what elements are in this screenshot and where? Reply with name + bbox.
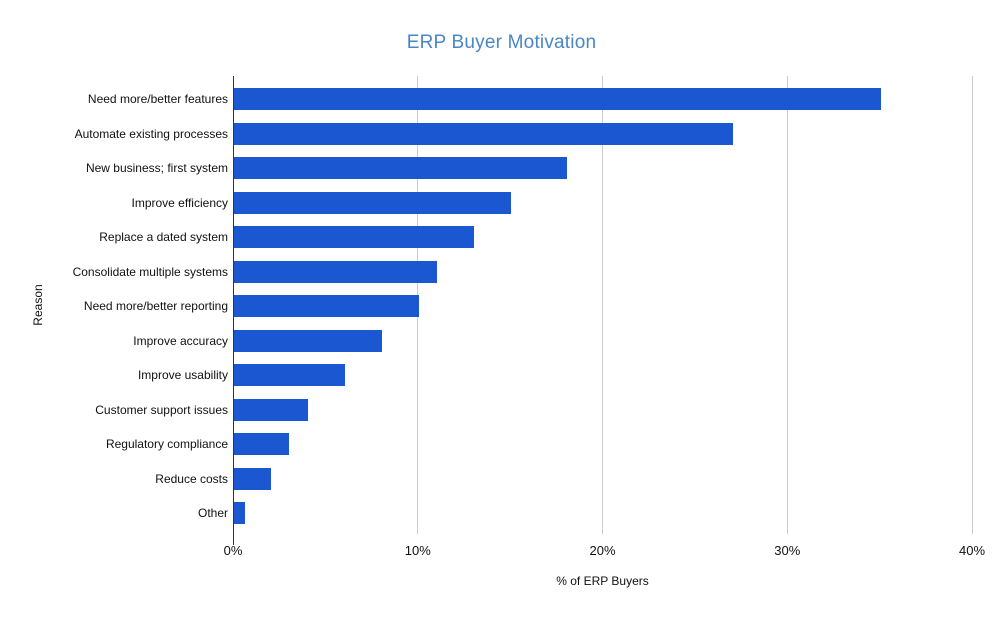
x-tick-label-10: 10% — [404, 543, 431, 558]
bar-6 — [234, 260, 438, 283]
category-label-7: Need more/better reporting — [83, 299, 228, 313]
bar-5 — [234, 226, 475, 248]
bar-4 — [234, 191, 512, 214]
bar-9 — [234, 364, 345, 386]
bar-8 — [234, 329, 382, 352]
gridline-30 — [786, 76, 788, 534]
plot-area — [233, 76, 973, 545]
bar-11 — [234, 433, 290, 455]
x-tick-label-0: 0% — [223, 543, 243, 558]
gridline-20 — [602, 76, 603, 534]
bar-10 — [234, 398, 308, 421]
category-label-10: Customer support issues — [95, 402, 228, 417]
category-label-2: Automate existing processes — [74, 126, 228, 141]
bar-2 — [234, 122, 733, 145]
category-label-8: Improve accuracy — [133, 333, 228, 348]
bar-13 — [234, 502, 246, 524]
category-label-3: New business; first system — [85, 161, 228, 175]
category-label-5: Replace a dated system — [99, 230, 228, 244]
category-label-6: Consolidate multiple systems — [72, 264, 228, 279]
x-tick-label-20: 20% — [589, 543, 616, 558]
chart-title: ERP Buyer Motivation — [406, 32, 597, 53]
category-label-12: Reduce costs — [155, 471, 228, 486]
category-label-9: Improve usability — [137, 368, 228, 382]
y-axis-line — [233, 76, 234, 545]
bar-1 — [234, 88, 881, 110]
x-axis-title: % of ERP Buyers — [556, 574, 649, 588]
category-label-4: Improve efficiency — [131, 195, 229, 210]
bar-7 — [234, 295, 419, 317]
x-tick-label-30: 30% — [774, 543, 801, 558]
bar-3 — [234, 157, 567, 179]
category-label-1: Need more/better features — [87, 92, 228, 106]
category-label-13: Other — [197, 506, 228, 520]
category-label-11: Regulatory compliance — [105, 437, 228, 451]
bar-12 — [234, 467, 271, 490]
gridline-40 — [971, 76, 973, 534]
x-tick-label-40: 40% — [958, 543, 986, 558]
